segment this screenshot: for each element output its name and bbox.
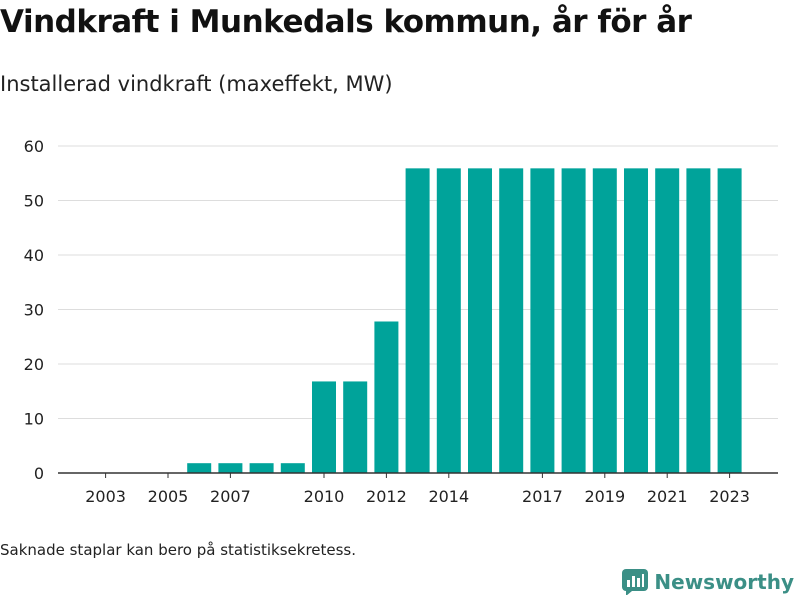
chart-title: Vindkraft i Munkedals kommun, år för år [0, 4, 692, 40]
bar-2019 [592, 168, 617, 473]
bar-2018 [561, 168, 586, 473]
x-tick-label: 2010 [304, 487, 345, 506]
x-tick-label: 2014 [428, 487, 469, 506]
x-tick-label: 2017 [522, 487, 563, 506]
y-tick-label: 40 [24, 246, 44, 265]
bar-2009 [280, 463, 305, 473]
brand-label: Newsworthy [654, 570, 794, 594]
bar-2021 [655, 168, 680, 473]
bar-2007 [218, 463, 243, 473]
bar-2006 [187, 463, 212, 473]
bar-2017 [530, 168, 555, 473]
y-tick-label: 10 [24, 410, 44, 429]
x-tick-label: 2021 [647, 487, 688, 506]
y-tick-label: 60 [24, 137, 44, 156]
bar-2023 [717, 168, 742, 473]
footnote: Saknade staplar kan bero på statistiksek… [0, 541, 357, 559]
bar-2020 [624, 168, 648, 473]
y-tick-label: 20 [24, 355, 44, 374]
bar-2022 [686, 168, 711, 473]
x-tick-label: 2003 [85, 487, 126, 506]
x-tick-label: 2012 [366, 487, 407, 506]
bar-2011 [343, 381, 368, 473]
bar-2013 [405, 168, 430, 473]
bar-chart: 0 10 20 30 40 50 60 2003 2005 2007 2010 2012 2014 201… [24, 137, 778, 506]
bar-2015 [468, 168, 492, 473]
bar-2016 [499, 168, 524, 473]
y-tick-label: 0 [34, 464, 44, 483]
newsworthy-logo-icon [622, 569, 649, 595]
bar-2012 [374, 321, 399, 473]
bar-2014 [436, 168, 461, 473]
x-tick-label: 2023 [709, 487, 750, 506]
bar-2010 [312, 381, 336, 473]
brand-logo: Newsworthy [622, 569, 794, 595]
x-tick-label: 2007 [210, 487, 251, 506]
x-tick-label: 2005 [148, 487, 189, 506]
y-tick-label: 30 [24, 301, 44, 320]
chart-subtitle: Installerad vindkraft (maxeffekt, MW) [0, 72, 393, 96]
x-tick-label: 2019 [584, 487, 625, 506]
bar-2008 [249, 463, 274, 473]
y-tick-label: 50 [24, 192, 44, 211]
